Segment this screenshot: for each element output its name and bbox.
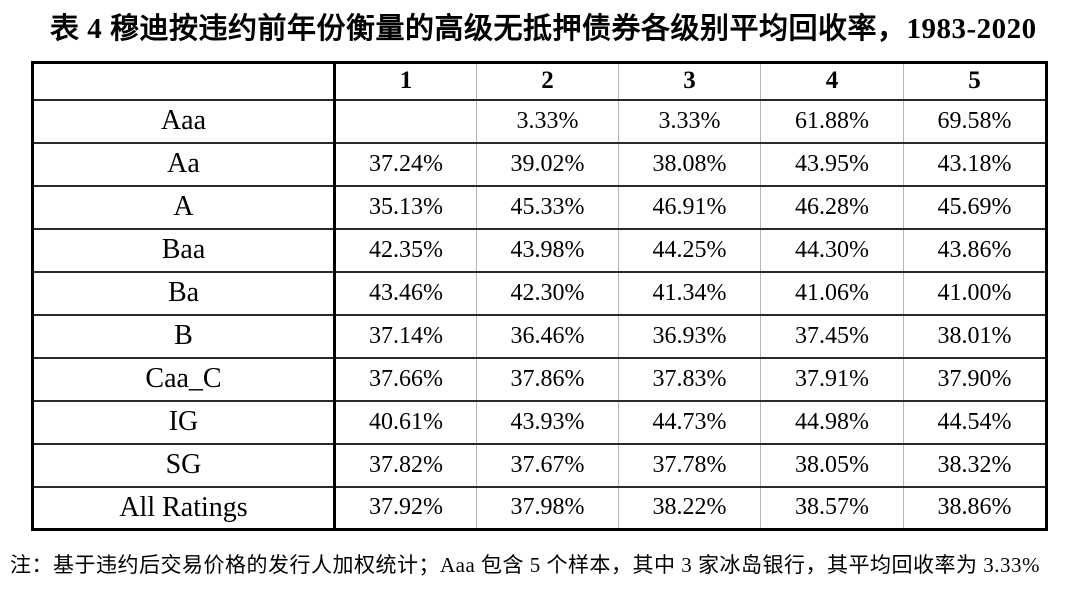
header-cell-year-3: 3 [618, 62, 761, 101]
table-row: Ba 43.46% 42.30% 41.34% 41.06% 41.00% [32, 270, 1047, 315]
value-cell: 38.01% [903, 313, 1047, 358]
value-cell: 46.91% [618, 184, 761, 229]
table-row: SG 37.82% 37.67% 37.78% 38.05% 38.32% [32, 442, 1047, 487]
row-label-a: A [32, 184, 336, 229]
header-cell-year-2: 2 [476, 62, 619, 101]
value-cell: 44.25% [618, 227, 761, 272]
value-cell: 38.86% [903, 485, 1047, 530]
table-row: Aa 37.24% 39.02% 38.08% 43.95% 43.18% [32, 141, 1047, 186]
header-cell-year-1: 1 [334, 62, 477, 101]
row-label-ig: IG [32, 399, 336, 444]
header-cell-year-5: 5 [903, 62, 1047, 101]
value-cell: 37.86% [476, 356, 619, 401]
row-label-baa: Baa [32, 227, 336, 272]
value-cell: 37.91% [760, 356, 904, 401]
value-cell: 3.33% [618, 98, 761, 143]
value-cell: 39.02% [476, 141, 619, 186]
table-row: Baa 42.35% 43.98% 44.25% 44.30% 43.86% [32, 227, 1047, 272]
value-cell: 37.92% [334, 485, 477, 530]
value-cell: 43.46% [334, 270, 477, 315]
value-cell: 44.98% [760, 399, 904, 444]
value-cell: 42.35% [334, 227, 477, 272]
table-footnote: 注：基于违约后交易价格的发行人加权统计；Aaa 包含 5 个样本，其中 3 家冰… [10, 553, 1041, 577]
header-corner-cell [32, 62, 336, 101]
value-cell: 43.98% [476, 227, 619, 272]
value-cell: 37.98% [476, 485, 619, 530]
row-label-sg: SG [32, 442, 336, 487]
table-row: A 35.13% 45.33% 46.91% 46.28% 45.69% [32, 184, 1047, 229]
table-title: 表 4 穆迪按违约前年份衡量的高级无抵押债券各级别平均回收率，1983-2020 [50, 13, 1037, 45]
value-cell: 35.13% [334, 184, 477, 229]
value-cell: 37.90% [903, 356, 1047, 401]
value-cell: 46.28% [760, 184, 904, 229]
value-cell: 38.32% [903, 442, 1047, 487]
row-label-b: B [32, 313, 336, 358]
value-cell: 45.33% [476, 184, 619, 229]
value-cell: 37.66% [334, 356, 477, 401]
value-cell: 43.86% [903, 227, 1047, 272]
value-cell: 37.24% [334, 141, 477, 186]
value-cell: 44.73% [618, 399, 761, 444]
value-cell: 43.95% [760, 141, 904, 186]
value-cell: 44.54% [903, 399, 1047, 444]
value-cell: 38.22% [618, 485, 761, 530]
value-cell [334, 98, 477, 143]
table-row: Caa_C 37.66% 37.86% 37.83% 37.91% 37.90% [32, 356, 1047, 401]
value-cell: 38.57% [760, 485, 904, 530]
value-cell: 38.05% [760, 442, 904, 487]
recovery-rate-table: 1 2 3 4 5 Aaa 3.33% 3.33% 61.88% 69.58% Aa 37.… [31, 61, 1048, 531]
value-cell: 37.14% [334, 313, 477, 358]
table-row: IG 40.61% 43.93% 44.73% 44.98% 44.54% [32, 399, 1047, 444]
value-cell: 43.93% [476, 399, 619, 444]
table-row: All Ratings 37.92% 37.98% 38.22% 38.57% 38.86… [32, 485, 1047, 530]
value-cell: 41.34% [618, 270, 761, 315]
value-cell: 37.78% [618, 442, 761, 487]
value-cell: 36.46% [476, 313, 619, 358]
row-label-aaa: Aaa [32, 98, 336, 143]
table-row: B 37.14% 36.46% 36.93% 37.45% 38.01% [32, 313, 1047, 358]
value-cell: 41.00% [903, 270, 1047, 315]
value-cell: 40.61% [334, 399, 477, 444]
value-cell: 69.58% [903, 98, 1047, 143]
header-row: 1 2 3 4 5 [32, 62, 1047, 101]
row-label-all-ratings: All Ratings [32, 485, 336, 530]
value-cell: 37.67% [476, 442, 619, 487]
row-label-aa: Aa [32, 141, 336, 186]
table-row: Aaa 3.33% 3.33% 61.88% 69.58% [32, 98, 1047, 143]
value-cell: 3.33% [476, 98, 619, 143]
value-cell: 38.08% [618, 141, 761, 186]
row-label-ba: Ba [32, 270, 336, 315]
value-cell: 43.18% [903, 141, 1047, 186]
header-cell-year-4: 4 [760, 62, 904, 101]
value-cell: 36.93% [618, 313, 761, 358]
value-cell: 61.88% [760, 98, 904, 143]
value-cell: 41.06% [760, 270, 904, 315]
value-cell: 42.30% [476, 270, 619, 315]
value-cell: 45.69% [903, 184, 1047, 229]
value-cell: 37.82% [334, 442, 477, 487]
value-cell: 44.30% [760, 227, 904, 272]
row-label-caa-c: Caa_C [32, 356, 336, 401]
value-cell: 37.45% [760, 313, 904, 358]
value-cell: 37.83% [618, 356, 761, 401]
